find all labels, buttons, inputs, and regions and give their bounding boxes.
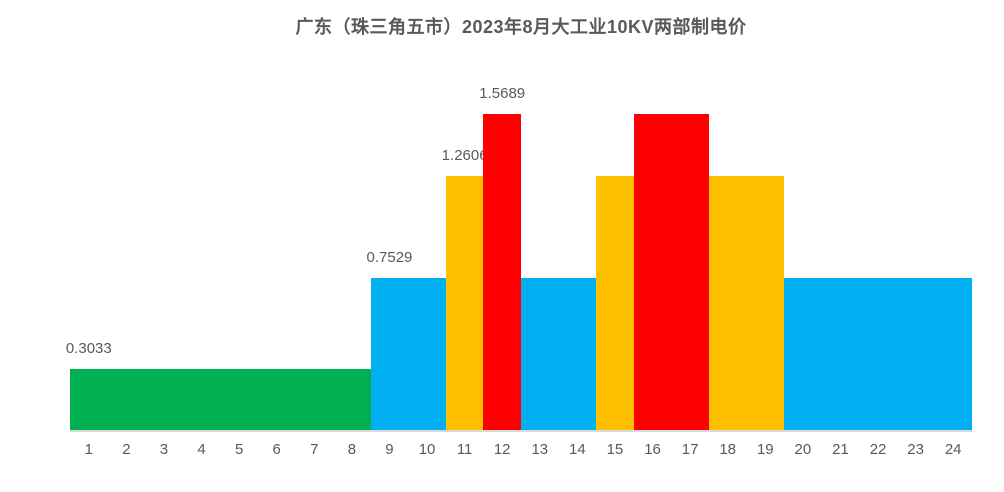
data-label: 0.7529 — [366, 249, 413, 267]
x-tick-label: 10 — [418, 441, 436, 458]
x-tick-label: 17 — [681, 441, 699, 458]
x-tick-label: 20 — [794, 441, 812, 458]
chart-title: 广东（珠三角五市）2023年8月大工业10KV两部制电价 — [295, 17, 747, 37]
x-tick-label: 4 — [197, 441, 206, 458]
bar-segment — [784, 278, 972, 430]
x-axis-tick-labels: 1 2 3 4 5 6 7 8 9 10 11 12 13 14 15 16 17 18 19 20 21 22 23 24 — [70, 440, 972, 459]
x-tick-label: 23 — [907, 441, 924, 458]
x-tick-label: 9 — [385, 441, 394, 458]
x-tick-label: 13 — [531, 441, 549, 458]
x-tick-label: 19 — [756, 441, 774, 458]
bar-segment — [633, 113, 709, 430]
x-tick-label: 15 — [606, 441, 624, 458]
x-axis-line — [70, 430, 972, 432]
bar-segment — [445, 176, 484, 430]
bar-segment — [483, 113, 521, 430]
x-tick-label: 22 — [869, 441, 887, 458]
data-label: 0.3033 — [65, 339, 112, 357]
x-tick-label: 18 — [719, 441, 737, 458]
x-tick-label: 8 — [347, 441, 357, 458]
bar-segment — [596, 176, 634, 430]
bar-segment — [70, 368, 371, 430]
x-tick-label: 1 — [84, 441, 93, 458]
x-tick-label: 14 — [569, 441, 586, 458]
x-tick-label: 12 — [493, 441, 511, 458]
data-labels-layer: 0.3033 0.7529 1.2606 1.5689 — [66, 0, 972, 430]
x-tick-label: 5 — [234, 441, 244, 458]
bars-layer — [70, 0, 972, 430]
x-tick-label: 21 — [832, 441, 849, 458]
x-tick-label: 16 — [644, 441, 661, 458]
x-tick-label: 11 — [456, 441, 473, 458]
x-tick-label: 6 — [272, 441, 281, 458]
bar-segment — [521, 278, 597, 430]
x-tick-label: 7 — [310, 441, 319, 458]
data-label: 1.5689 — [479, 84, 526, 102]
data-label: 1.2606 — [441, 147, 488, 164]
x-tick-label: 24 — [944, 441, 962, 458]
plot-area: 0.3033 0.7529 1.2606 1.5689 1 2 3 4 5 6 7 8 9 10 11 12… — [66, 0, 972, 458]
bar-segment — [370, 278, 446, 430]
bar-segment — [708, 176, 785, 430]
x-tick-label: 3 — [159, 441, 169, 458]
x-tick-label: 2 — [122, 441, 131, 458]
